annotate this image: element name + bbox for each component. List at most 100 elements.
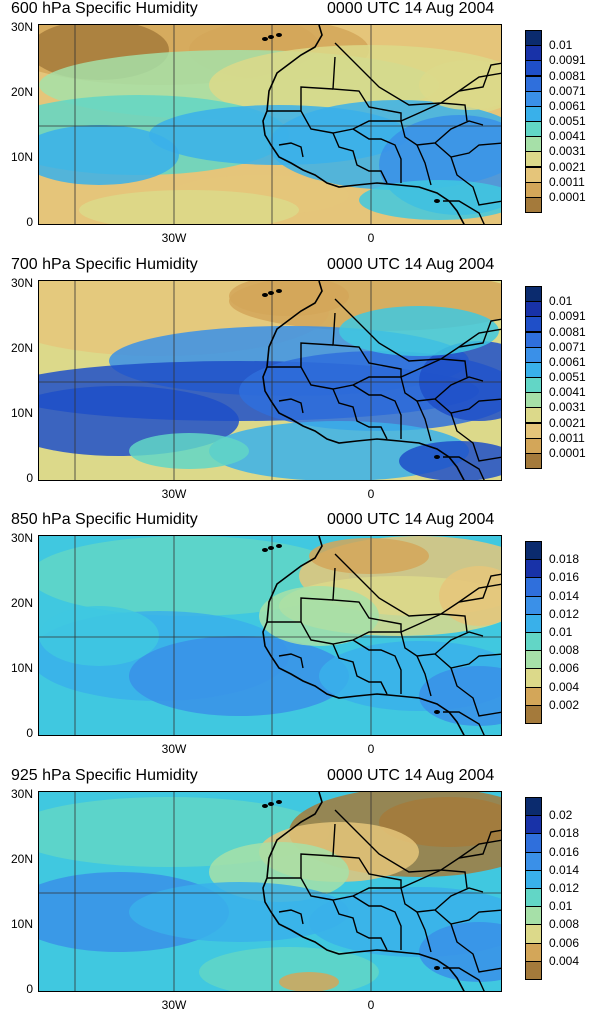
legend-label: 0.006 — [549, 661, 580, 676]
country-border — [300, 358, 442, 390]
coastline — [262, 792, 465, 991]
country-border — [278, 653, 304, 669]
legend-label: 0.0061 — [549, 98, 586, 113]
humidity-contour-region — [309, 538, 429, 574]
country-border — [434, 909, 501, 925]
legend-color-box — [525, 422, 542, 439]
country-border — [278, 142, 304, 158]
country-border — [332, 312, 402, 377]
country-border — [332, 899, 388, 951]
country-border — [332, 388, 388, 440]
latitude-tick-label: 10N — [10, 150, 33, 164]
country-border — [267, 853, 334, 879]
panel-time: 0000 UTC 14 Aug 2004 — [327, 0, 495, 17]
country-border — [332, 132, 388, 184]
latitude-tick-label: 0 — [26, 215, 33, 229]
map-svg — [39, 536, 501, 735]
map-svg — [39, 25, 501, 224]
island — [262, 37, 268, 41]
legend-color-box — [525, 924, 542, 944]
legend-color-box — [525, 90, 542, 107]
legend-label: 0.0041 — [549, 129, 586, 144]
latitude-tick-label: 30N — [10, 276, 33, 290]
island — [434, 455, 440, 459]
legend-color-box — [525, 869, 542, 889]
longitude-tick-label: 0 — [367, 231, 375, 245]
humidity-contour-region — [39, 125, 179, 185]
country-border — [440, 869, 468, 889]
legend-label: 0.0081 — [549, 324, 586, 339]
island — [268, 802, 274, 806]
longitude-tick-label: 30W — [161, 742, 187, 756]
legend-color-box — [525, 541, 542, 561]
country-border — [332, 567, 402, 632]
island — [276, 544, 282, 548]
country-border — [332, 823, 402, 888]
humidity-contour-region — [129, 636, 349, 716]
legend-color-box — [525, 559, 542, 579]
legend-label: 0.0001 — [549, 445, 586, 460]
legend-label: 0.0091 — [549, 309, 586, 324]
legend-label: 0.0021 — [549, 415, 586, 430]
country-border — [450, 667, 501, 717]
legend-color-box — [525, 181, 542, 198]
legend-color-box — [525, 815, 542, 835]
island — [434, 710, 440, 714]
country-border — [352, 639, 402, 694]
legend-color-box — [525, 286, 542, 303]
island — [262, 804, 268, 808]
legend-label: 0.0051 — [549, 370, 586, 384]
country-border — [267, 342, 334, 368]
legend-color-box — [525, 346, 542, 363]
latitude-tick-label: 0 — [26, 982, 33, 996]
latitude-tick-label: 20N — [10, 596, 33, 610]
country-border — [458, 318, 501, 348]
legend-color-box — [525, 196, 542, 213]
legend-label: 0.01 — [549, 899, 573, 914]
legend-color-box — [525, 377, 542, 394]
country-border — [416, 655, 432, 697]
map-panel: 850 hPa Specific Humidity 0000 UTC 14 Aug… — [0, 511, 600, 766]
country-border — [332, 643, 388, 695]
country-border — [440, 613, 468, 633]
country-border — [450, 923, 501, 973]
humidity-contour-region — [339, 306, 499, 356]
country-border — [278, 398, 304, 414]
legend-label: 0.0031 — [549, 400, 586, 415]
legend-color-box — [525, 45, 542, 62]
legend-color-box — [525, 888, 542, 908]
legend-color-box — [525, 942, 542, 962]
legend-label: 0.01 — [549, 294, 573, 309]
legend-label: 0.016 — [549, 844, 580, 859]
country-border — [300, 102, 442, 134]
country-border — [440, 102, 468, 122]
country-border — [458, 573, 501, 603]
country-border — [267, 86, 334, 112]
legend-color-box — [525, 960, 542, 980]
country-border — [267, 597, 334, 623]
humidity-contour-region — [419, 60, 501, 110]
map-svg — [39, 792, 501, 991]
country-border — [434, 653, 501, 669]
legend-label: 0.002 — [549, 697, 580, 712]
legend-label: 0.004 — [549, 679, 580, 694]
country-border — [443, 200, 485, 224]
legend-color-box — [525, 316, 542, 333]
island — [268, 291, 274, 295]
island — [434, 199, 440, 203]
legend-color-box — [525, 361, 542, 378]
country-border — [458, 62, 501, 92]
panel-title: 925 hPa Specific Humidity — [11, 767, 198, 784]
country-border — [300, 613, 442, 645]
country-border — [352, 384, 402, 439]
country-border — [450, 156, 501, 206]
legend-label: 0.0061 — [549, 354, 586, 369]
latitude-tick-label: 30N — [10, 787, 33, 801]
country-border — [443, 456, 485, 480]
legend-label: 0.012 — [549, 606, 580, 621]
legend-color-box — [525, 595, 542, 615]
legend-label: 0.004 — [549, 953, 580, 968]
latitude-tick-label: 0 — [26, 726, 33, 740]
legend-color-box — [525, 105, 542, 122]
island — [268, 35, 274, 39]
